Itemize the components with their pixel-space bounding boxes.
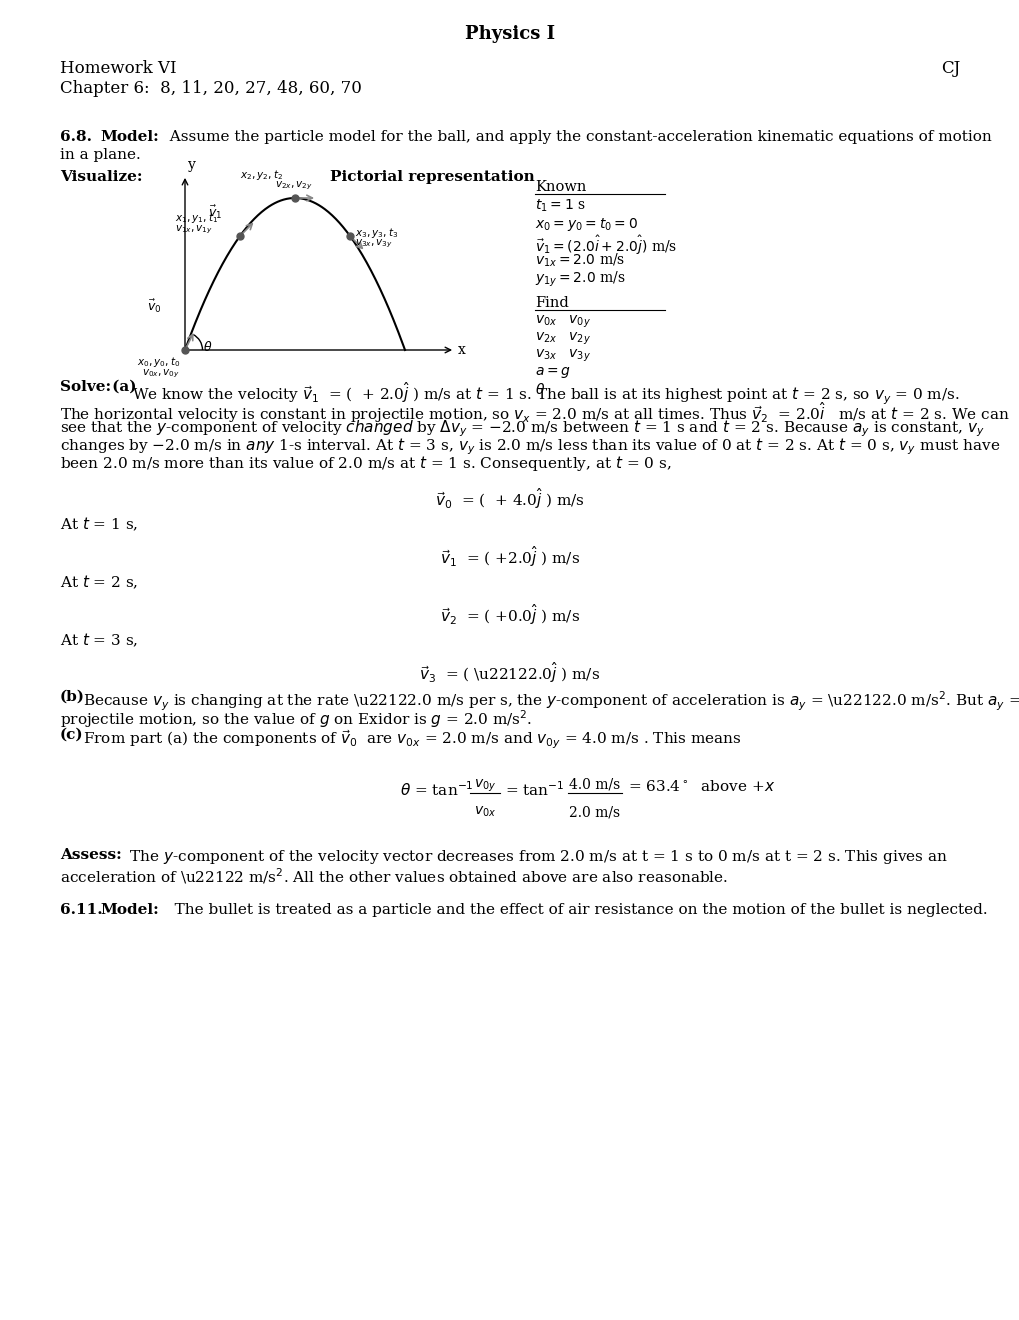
Text: We know the velocity $\vec{v}_1$  = (  + 2.0$\hat{j}$ ) m/s at $t$ = 1 s. The ba: We know the velocity $\vec{v}_1$ = ( + 2…	[131, 380, 959, 407]
Text: The horizontal velocity is constant in projectile motion, so $v_x$ = 2.0 m/s at : The horizontal velocity is constant in p…	[60, 400, 1009, 425]
Text: The bullet is treated as a particle and the effect of air resistance on the moti: The bullet is treated as a particle and …	[160, 903, 986, 917]
Text: = 63.4$^\circ$  above +$x$: = 63.4$^\circ$ above +$x$	[628, 780, 774, 796]
Text: $x_2, y_2, t_2$: $x_2, y_2, t_2$	[239, 168, 282, 182]
Text: $\vec{v}_1$  = ( +2.0$\hat{j}$ ) m/s: $\vec{v}_1$ = ( +2.0$\hat{j}$ ) m/s	[439, 544, 580, 569]
Text: acceleration of \u22122 m/s$^2$. All the other values obtained above are also re: acceleration of \u22122 m/s$^2$. All the…	[60, 866, 728, 886]
Text: $v_{2x}$   $v_{2y}$: $v_{2x}$ $v_{2y}$	[535, 331, 590, 347]
Text: $\vec{v}_1$: $\vec{v}_1$	[208, 205, 222, 222]
Text: $v_{0x}$: $v_{0x}$	[474, 805, 495, 820]
Text: Visualize:: Visualize:	[60, 170, 143, 183]
Text: From part (a) the components of $\vec{v}_0$  are $v_{0x}$ = 2.0 m/s and $v_{0y}$: From part (a) the components of $\vec{v}…	[83, 729, 741, 751]
Text: $v_{0y}$: $v_{0y}$	[474, 777, 495, 795]
Text: (a): (a)	[107, 380, 137, 393]
Text: changes by −2.0 m/s in $any$ 1-s interval. At $t$ = 3 s, $v_y$ is 2.0 m/s less t: changes by −2.0 m/s in $any$ 1-s interva…	[60, 436, 1000, 457]
Text: $\vec{v}_1 = (2.0\hat{i} + 2.0\hat{j})$ m/s: $\vec{v}_1 = (2.0\hat{i} + 2.0\hat{j})$ …	[535, 234, 677, 257]
Text: $v_{0x}, v_{0y}$: $v_{0x}, v_{0y}$	[142, 368, 179, 380]
Text: $v_{1x} = 2.0$ m/s: $v_{1x} = 2.0$ m/s	[535, 252, 625, 269]
Text: $v_{1x}, v_{1y}$: $v_{1x}, v_{1y}$	[175, 224, 213, 236]
Text: $t_1 = 1$ s: $t_1 = 1$ s	[535, 198, 585, 214]
Text: $\theta$: $\theta$	[203, 341, 212, 354]
Text: Homework VI: Homework VI	[60, 59, 176, 77]
Text: 2.0 m/s: 2.0 m/s	[569, 805, 620, 818]
Text: $\theta$ = tan$^{-1}$: $\theta$ = tan$^{-1}$	[399, 780, 473, 799]
Text: At $t$ = 2 s,: At $t$ = 2 s,	[60, 574, 139, 591]
Text: $x_1, y_1, t_1$: $x_1, y_1, t_1$	[175, 211, 218, 224]
Text: Solve:: Solve:	[60, 380, 111, 393]
Text: Assume the particle model for the ball, and apply the constant-acceleration kine: Assume the particle model for the ball, …	[160, 129, 990, 144]
Text: $x_0, y_0, t_0$: $x_0, y_0, t_0$	[137, 355, 179, 370]
Text: $v_{2x}, v_{2y}$: $v_{2x}, v_{2y}$	[275, 180, 313, 193]
Text: $v_{3x}$   $v_{3y}$: $v_{3x}$ $v_{3y}$	[535, 348, 590, 364]
Text: $\theta$: $\theta$	[535, 381, 545, 397]
Text: Known: Known	[535, 180, 586, 194]
Text: $\vec{v}_3$  = ( \u22122.0$\hat{j}$ ) m/s: $\vec{v}_3$ = ( \u22122.0$\hat{j}$ ) m/s	[419, 660, 600, 685]
Text: $\vec{v}_0$: $\vec{v}_0$	[147, 298, 161, 315]
Text: $x_3, y_3, t_3$: $x_3, y_3, t_3$	[355, 226, 397, 240]
Text: $\vec{v}_2$  = ( +0.0$\hat{j}$ ) m/s: $\vec{v}_2$ = ( +0.0$\hat{j}$ ) m/s	[439, 602, 580, 627]
Text: Find: Find	[535, 296, 569, 310]
Text: $x_0 = y_0 = t_0 = 0$: $x_0 = y_0 = t_0 = 0$	[535, 216, 637, 234]
Text: Model:: Model:	[100, 129, 159, 144]
Text: $a = g$: $a = g$	[535, 366, 571, 380]
Text: $\vec{v}_0$  = (  + 4.0$\hat{j}$ ) m/s: $\vec{v}_0$ = ( + 4.0$\hat{j}$ ) m/s	[435, 486, 584, 511]
Text: 6.8.: 6.8.	[60, 129, 92, 144]
Text: Because $v_y$ is changing at the rate \u22122.0 m/s per s, the $y$-component of : Because $v_y$ is changing at the rate \u…	[83, 690, 1019, 713]
Text: been 2.0 m/s more than its value of 2.0 m/s at $t$ = 1 s. Consequently, at $t$ =: been 2.0 m/s more than its value of 2.0 …	[60, 454, 671, 473]
Text: x: x	[458, 343, 466, 356]
Text: Physics I: Physics I	[465, 25, 554, 44]
Text: $y_{1y} = 2.0$ m/s: $y_{1y} = 2.0$ m/s	[535, 271, 625, 289]
Text: Pictorial representation: Pictorial representation	[330, 170, 534, 183]
Text: At $t$ = 1 s,: At $t$ = 1 s,	[60, 516, 139, 533]
Text: $v_{3x}, v_{3y}$: $v_{3x}, v_{3y}$	[355, 238, 392, 251]
Text: in a plane.: in a plane.	[60, 148, 141, 162]
Text: At $t$ = 3 s,: At $t$ = 3 s,	[60, 632, 139, 649]
Text: = tan$^{-1}$: = tan$^{-1}$	[504, 780, 564, 799]
Text: The $y$-component of the velocity vector decreases from 2.0 m/s at t = 1 s to 0 : The $y$-component of the velocity vector…	[115, 847, 947, 866]
Text: y: y	[187, 158, 196, 172]
Text: (b): (b)	[60, 690, 85, 704]
Text: (c): (c)	[60, 729, 84, 742]
Text: 4.0 m/s: 4.0 m/s	[569, 777, 620, 792]
Text: CJ: CJ	[940, 59, 959, 77]
Text: 6.11.: 6.11.	[60, 903, 103, 917]
Text: see that the $y$-component of velocity $changed$ by $\Delta v_y$ = −2.0 m/s betw: see that the $y$-component of velocity $…	[60, 418, 983, 438]
Text: Chapter 6:  8, 11, 20, 27, 48, 60, 70: Chapter 6: 8, 11, 20, 27, 48, 60, 70	[60, 81, 362, 96]
Text: projectile motion, so the value of $g$ on Exidor is $g$ = 2.0 m/s$^2$.: projectile motion, so the value of $g$ o…	[60, 708, 532, 730]
Text: Assess:: Assess:	[60, 847, 121, 862]
Text: Model:: Model:	[100, 903, 159, 917]
Text: $v_{0x}$   $v_{0y}$: $v_{0x}$ $v_{0y}$	[535, 314, 590, 330]
